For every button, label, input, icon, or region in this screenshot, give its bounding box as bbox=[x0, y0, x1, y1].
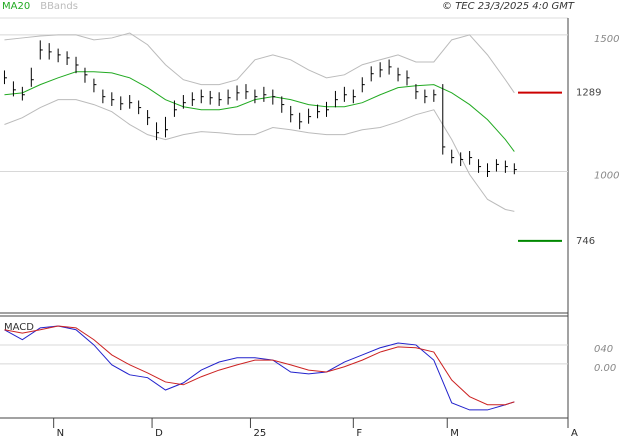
y-tick-label: 1000 bbox=[594, 171, 619, 182]
legend-entry: BBands bbox=[40, 1, 78, 12]
x-tick-label: 25 bbox=[253, 428, 266, 439]
overlay-line bbox=[4, 99, 515, 212]
x-tick-label: N bbox=[57, 428, 64, 439]
macd-title: MACD bbox=[4, 322, 34, 333]
level-label: 746 bbox=[576, 236, 595, 247]
level-label: 1289 bbox=[576, 88, 601, 99]
y-tick-label: 0.00 bbox=[594, 363, 616, 374]
x-tick-label: M bbox=[450, 428, 459, 439]
y-tick-label: 1500 bbox=[594, 34, 619, 45]
x-tick-label: A bbox=[571, 428, 578, 439]
overlay-line bbox=[4, 32, 515, 94]
x-tick-label: F bbox=[356, 428, 362, 439]
y-tick-label: 040 bbox=[594, 344, 613, 355]
macd-line bbox=[4, 325, 515, 406]
credit: © TEC 23/3/2025 4:0 GMT bbox=[442, 1, 575, 12]
x-tick-label: D bbox=[155, 428, 163, 439]
legend-entry: MA20 bbox=[2, 1, 30, 12]
macd-line bbox=[4, 325, 515, 411]
